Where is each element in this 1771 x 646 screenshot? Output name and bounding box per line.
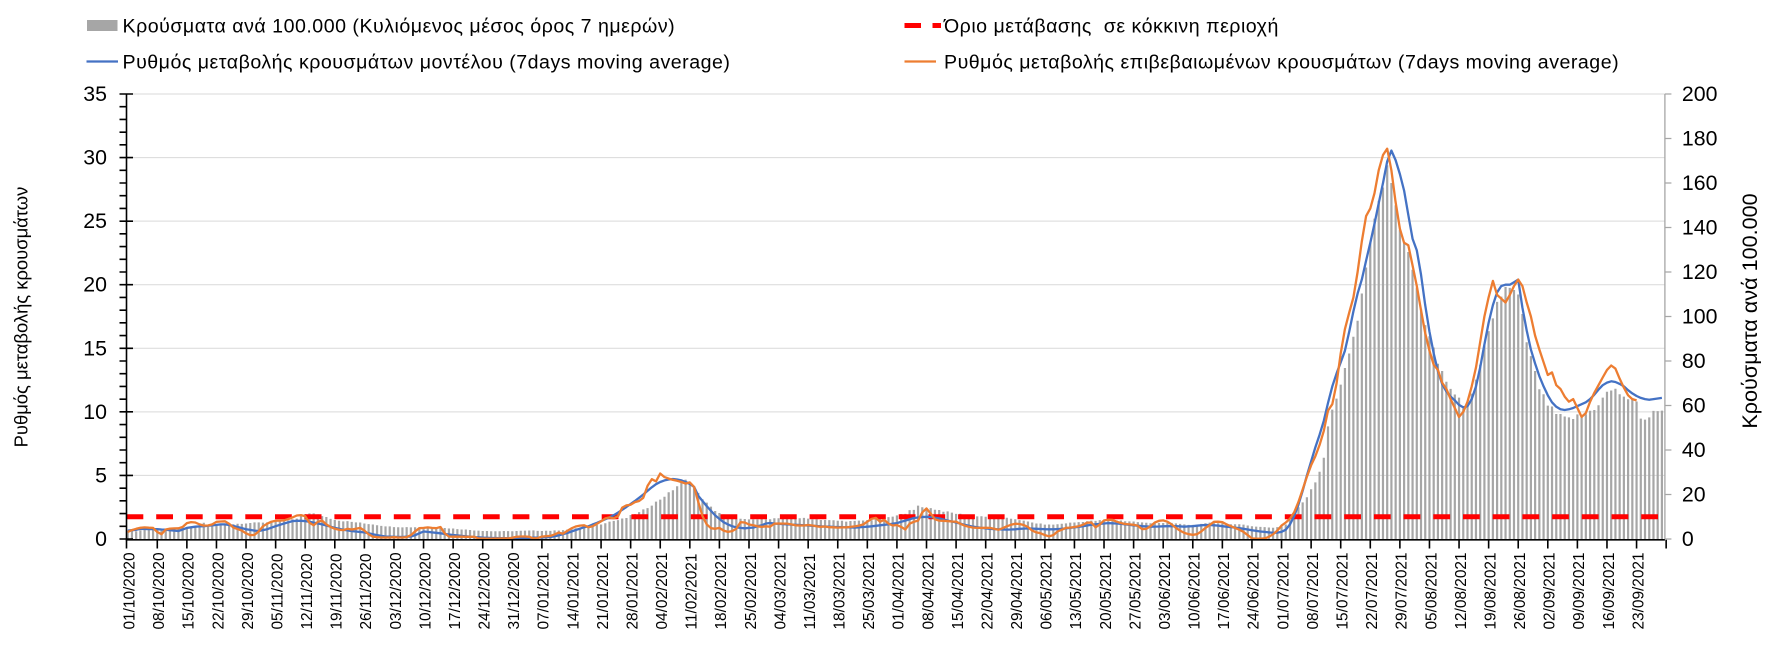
svg-text:04/03/2021: 04/03/2021 bbox=[772, 552, 789, 629]
svg-text:03/12/2020: 03/12/2020 bbox=[388, 552, 405, 629]
svg-text:100: 100 bbox=[1682, 305, 1718, 329]
svg-text:08/04/2021: 08/04/2021 bbox=[920, 552, 937, 629]
svg-text:28/01/2021: 28/01/2021 bbox=[625, 552, 642, 629]
svg-text:0: 0 bbox=[95, 527, 107, 551]
svg-text:Κρούσματα ανά 100.000: Κρούσματα ανά 100.000 bbox=[1737, 193, 1762, 428]
svg-text:18/03/2021: 18/03/2021 bbox=[832, 552, 849, 629]
svg-text:01/10/2020: 01/10/2020 bbox=[122, 552, 139, 629]
svg-text:Ρυθμός μεταβολής κρουσμάτων μο: Ρυθμός μεταβολής κρουσμάτων μοντέλου (7d… bbox=[123, 52, 731, 74]
svg-text:Ρυθμός μεταβολής επιβεβαιωμένω: Ρυθμός μεταβολής επιβεβαιωμένων κρουσμάτ… bbox=[944, 52, 1619, 74]
svg-text:05/08/2021: 05/08/2021 bbox=[1423, 552, 1440, 629]
svg-text:20: 20 bbox=[83, 273, 107, 297]
svg-text:0: 0 bbox=[1682, 527, 1694, 551]
svg-text:120: 120 bbox=[1682, 260, 1718, 284]
svg-text:15/07/2021: 15/07/2021 bbox=[1335, 552, 1352, 629]
svg-text:06/05/2021: 06/05/2021 bbox=[1039, 552, 1056, 629]
svg-text:22/07/2021: 22/07/2021 bbox=[1364, 552, 1381, 629]
svg-text:31/12/2020: 31/12/2020 bbox=[506, 552, 523, 629]
svg-text:11/03/2021: 11/03/2021 bbox=[802, 554, 819, 630]
svg-text:Ρυθμός μεταβολής κρουσμάτων: Ρυθμός μεταβολής κρουσμάτων bbox=[11, 187, 32, 448]
svg-text:160: 160 bbox=[1682, 171, 1718, 195]
svg-text:13/05/2021: 13/05/2021 bbox=[1068, 552, 1085, 629]
svg-text:35: 35 bbox=[83, 82, 107, 106]
svg-text:26/11/2020: 26/11/2020 bbox=[358, 554, 375, 630]
svg-text:80: 80 bbox=[1682, 349, 1706, 373]
svg-text:22/10/2020: 22/10/2020 bbox=[210, 552, 227, 629]
svg-text:29/04/2021: 29/04/2021 bbox=[1009, 552, 1026, 629]
svg-text:40: 40 bbox=[1682, 438, 1706, 462]
svg-text:26/08/2021: 26/08/2021 bbox=[1512, 552, 1529, 629]
svg-text:25: 25 bbox=[83, 209, 107, 233]
svg-text:Όριο μετάβασης σε κόκκινη περ: Όριο μετάβασης σε κόκκινη περιοχή bbox=[943, 16, 1279, 38]
svg-text:180: 180 bbox=[1682, 127, 1718, 151]
svg-text:20: 20 bbox=[1682, 483, 1706, 507]
svg-text:60: 60 bbox=[1682, 394, 1706, 418]
svg-text:22/04/2021: 22/04/2021 bbox=[980, 552, 997, 629]
svg-text:16/09/2021: 16/09/2021 bbox=[1601, 552, 1618, 629]
svg-text:15/04/2021: 15/04/2021 bbox=[950, 552, 967, 629]
svg-text:140: 140 bbox=[1682, 216, 1718, 240]
svg-text:25/02/2021: 25/02/2021 bbox=[743, 552, 760, 629]
svg-text:21/01/2021: 21/01/2021 bbox=[595, 552, 612, 629]
svg-text:18/02/2021: 18/02/2021 bbox=[713, 552, 730, 629]
svg-text:08/10/2020: 08/10/2020 bbox=[151, 552, 168, 629]
svg-text:29/07/2021: 29/07/2021 bbox=[1394, 552, 1411, 629]
svg-text:19/08/2021: 19/08/2021 bbox=[1482, 552, 1499, 629]
svg-text:09/09/2021: 09/09/2021 bbox=[1571, 552, 1588, 629]
svg-text:23/09/2021: 23/09/2021 bbox=[1630, 552, 1647, 629]
svg-text:04/02/2021: 04/02/2021 bbox=[654, 552, 671, 629]
svg-text:15/10/2020: 15/10/2020 bbox=[181, 552, 198, 629]
svg-text:27/05/2021: 27/05/2021 bbox=[1127, 552, 1144, 629]
svg-text:30: 30 bbox=[83, 146, 107, 170]
svg-text:12/08/2021: 12/08/2021 bbox=[1453, 552, 1470, 629]
svg-text:12/11/2020: 12/11/2020 bbox=[299, 554, 316, 630]
svg-text:10: 10 bbox=[83, 400, 107, 424]
svg-text:14/01/2021: 14/01/2021 bbox=[565, 552, 582, 629]
svg-text:24/06/2021: 24/06/2021 bbox=[1246, 552, 1263, 629]
svg-text:08/07/2021: 08/07/2021 bbox=[1305, 552, 1322, 629]
svg-text:01/04/2021: 01/04/2021 bbox=[891, 552, 908, 629]
svg-text:01/07/2021: 01/07/2021 bbox=[1275, 552, 1292, 629]
svg-text:11/02/2021: 11/02/2021 bbox=[684, 554, 701, 630]
svg-text:5: 5 bbox=[95, 463, 107, 487]
svg-text:03/06/2021: 03/06/2021 bbox=[1157, 552, 1174, 629]
svg-text:15: 15 bbox=[83, 336, 107, 360]
svg-text:10/12/2020: 10/12/2020 bbox=[417, 552, 434, 629]
svg-text:24/12/2020: 24/12/2020 bbox=[477, 552, 494, 629]
svg-text:20/05/2021: 20/05/2021 bbox=[1098, 552, 1115, 629]
svg-text:25/03/2021: 25/03/2021 bbox=[861, 552, 878, 629]
svg-text:02/09/2021: 02/09/2021 bbox=[1542, 552, 1559, 629]
svg-text:10/06/2021: 10/06/2021 bbox=[1187, 552, 1204, 629]
svg-text:29/10/2020: 29/10/2020 bbox=[240, 552, 257, 629]
svg-text:17/06/2021: 17/06/2021 bbox=[1216, 552, 1233, 629]
svg-text:07/01/2021: 07/01/2021 bbox=[536, 552, 553, 629]
svg-text:Κρούσματα ανά 100.000 (Κυλιόμε: Κρούσματα ανά 100.000 (Κυλιόμενος μέσος … bbox=[123, 16, 676, 38]
svg-text:05/11/2020: 05/11/2020 bbox=[269, 554, 286, 630]
svg-text:19/11/2020: 19/11/2020 bbox=[329, 554, 346, 630]
svg-text:17/12/2020: 17/12/2020 bbox=[447, 552, 464, 629]
svg-text:200: 200 bbox=[1682, 82, 1718, 106]
